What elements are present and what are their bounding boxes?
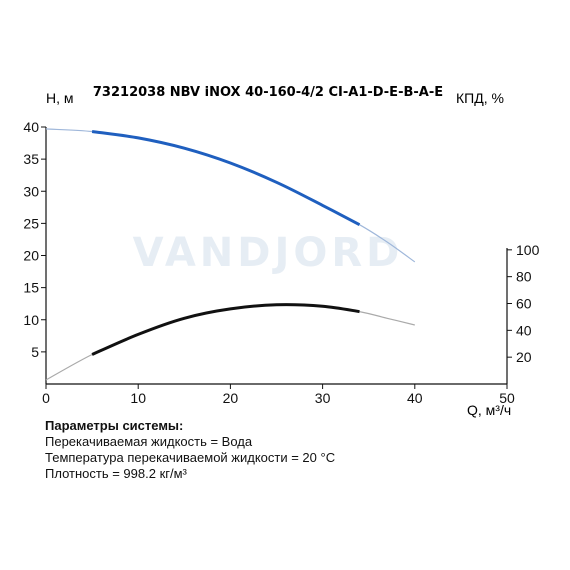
y-right-tick-label: 20 [516, 349, 532, 365]
y-right-tick-label: 40 [516, 322, 532, 338]
efficiency-curve-full-range [45, 304, 415, 381]
y-right-tick-label: 60 [516, 296, 532, 312]
x-tick-label: 50 [499, 390, 515, 406]
y-right-tick-label: 100 [516, 242, 540, 258]
y-tick-label: 15 [23, 280, 39, 296]
params-line-fluid: Перекачиваемая жидкость = Вода [45, 434, 253, 449]
params-line-temperature: Температура перекачиваемой жидкости = 20… [45, 450, 336, 465]
y-right-tick-label: 80 [516, 269, 532, 285]
y-tick-label: 20 [23, 248, 39, 264]
y-tick-label: 30 [23, 183, 39, 199]
chart-title: 73212038 NBV iNOX 40-160-4/2 CI-A1-D-E-B… [93, 85, 443, 100]
x-tick-label: 10 [130, 390, 146, 406]
y-axis-label: Н, м [46, 90, 74, 106]
x-axis-label: Q, м³/ч [467, 402, 511, 418]
x-tick-label: 30 [315, 390, 331, 406]
system-parameters: Параметры системы: Перекачиваемая жидкос… [45, 418, 335, 482]
x-tick-label: 40 [407, 390, 423, 406]
x-tick-label: 0 [42, 390, 50, 406]
watermark: VANDJORD [133, 230, 404, 276]
params-line-density: Плотность = 998.2 кг/м³ [45, 466, 187, 481]
params-header: Параметры системы: [45, 418, 184, 433]
y-tick-label: 35 [23, 151, 39, 167]
y-right-axis-label: КПД, % [456, 90, 504, 106]
efficiency-curve-operating-range [91, 303, 360, 356]
y-tick-label: 5 [31, 344, 39, 360]
head-curve-operating-range [91, 130, 361, 227]
y-tick-label: 10 [23, 312, 39, 328]
y-tick-label: 25 [23, 215, 39, 231]
y-tick-label: 40 [23, 119, 39, 135]
x-tick-label: 20 [223, 390, 239, 406]
